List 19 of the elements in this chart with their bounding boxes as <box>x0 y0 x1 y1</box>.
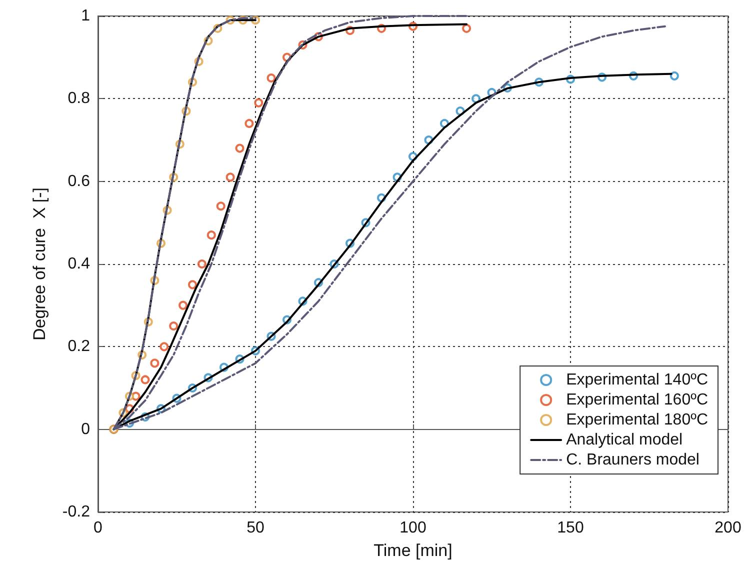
legend-label: C. Brauners model <box>566 452 700 468</box>
y-tick-label: -0.2 <box>62 504 90 520</box>
x-tick-label: 200 <box>714 520 742 536</box>
legend-label: Experimental 180ºC <box>566 412 708 428</box>
legend-label: Experimental 160ºC <box>566 392 708 408</box>
y-tick-label: 1 <box>81 8 90 24</box>
x-tick-label: 50 <box>246 520 264 536</box>
x-tick-label: 0 <box>94 520 103 536</box>
y-tick-label: 0.8 <box>68 90 90 108</box>
y-axis-title: Degree of cure X [-] <box>30 187 49 341</box>
y-tick-label: 0.6 <box>68 172 90 190</box>
x-tick-label: 150 <box>557 520 584 536</box>
legend-label: Analytical model <box>566 432 683 448</box>
y-tick-label: 0.4 <box>68 256 90 272</box>
y-tick-label: 0.2 <box>68 338 90 356</box>
x-tick-label: 100 <box>400 520 426 536</box>
y-tick-label: 0 <box>81 420 90 438</box>
legend-label: Experimental 140ºC <box>566 372 708 388</box>
x-axis-title: Time [min] <box>374 541 452 560</box>
